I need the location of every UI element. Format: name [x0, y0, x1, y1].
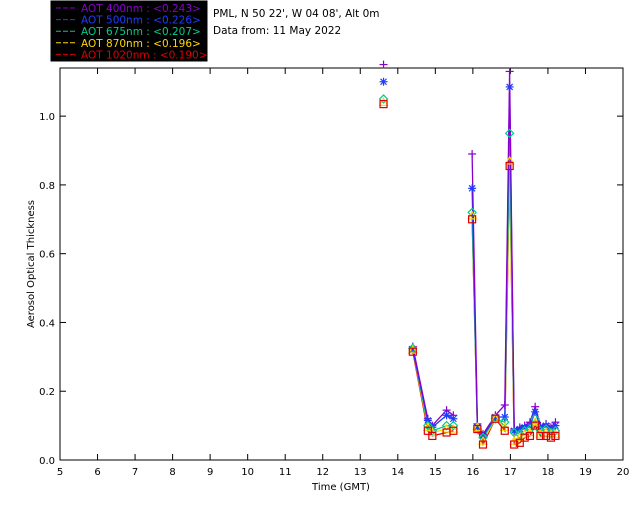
- x-tick-label: 9: [207, 467, 213, 478]
- data-point: [530, 413, 541, 424]
- data-point: [531, 407, 540, 416]
- data-point: [407, 343, 418, 354]
- data-point: [472, 422, 483, 431]
- x-tick-label: 6: [94, 467, 100, 478]
- data-point: [448, 420, 459, 431]
- x-tick-label: 13: [354, 467, 367, 478]
- data-point: [550, 425, 561, 436]
- x-tick-label: 18: [542, 467, 555, 478]
- legend: AOT 400nm : <0.243>AOT 500nm : <0.226>AO…: [50, 0, 208, 62]
- series-line: [412, 133, 556, 439]
- data-point: [505, 67, 514, 76]
- x-tick-label: 10: [241, 467, 254, 478]
- data-point: [423, 426, 432, 435]
- data-point: [468, 215, 477, 224]
- data-point: [428, 431, 437, 441]
- data-point: [504, 155, 515, 165]
- data-point: [378, 94, 389, 104]
- legend-label: AOT 500nm : <0.226>: [81, 15, 201, 27]
- data-point: [491, 414, 500, 423]
- data-point: [500, 400, 509, 409]
- data-point: [541, 431, 551, 441]
- data-point: [510, 440, 519, 449]
- x-tick-label: 11: [279, 467, 292, 478]
- x-tick-label: 12: [316, 467, 329, 478]
- data-point: [499, 417, 510, 428]
- y-tick-label: 0.8: [39, 181, 55, 192]
- data-point: [505, 82, 514, 91]
- data-point: [441, 420, 452, 431]
- data-point: [473, 424, 482, 434]
- x-tick-label: 8: [169, 467, 175, 478]
- x-axis-label: Time (GMT): [311, 482, 370, 493]
- legend-box: [50, 0, 208, 62]
- data-point: [500, 413, 509, 422]
- data-point: [505, 161, 514, 171]
- data-point: [504, 128, 515, 139]
- series-line: [412, 86, 556, 438]
- legend-label: AOT 870nm : <0.196>: [81, 38, 201, 50]
- legend-label: AOT 675nm : <0.207>: [81, 26, 201, 38]
- legend-label: AOT 400nm : <0.243>: [81, 3, 201, 15]
- data-point: [448, 423, 459, 433]
- info-date: Data from: 11 May 2022: [213, 25, 341, 37]
- data-point: [546, 433, 556, 442]
- data-point: [531, 421, 540, 430]
- legend-label: AOT 1020nm : <0.190>: [81, 49, 208, 61]
- x-tick-label: 20: [617, 467, 630, 478]
- series-line: [412, 160, 556, 443]
- data-point: [478, 440, 488, 449]
- y-tick-label: 0.2: [39, 387, 55, 398]
- data-point: [379, 77, 388, 86]
- data-point: [478, 432, 488, 443]
- data-point: [536, 431, 545, 441]
- data-point: [468, 149, 477, 158]
- data-point: [551, 421, 560, 430]
- data-point: [525, 431, 535, 441]
- y-tick-label: 0.0: [39, 456, 55, 467]
- y-tick-label: 1.0: [39, 112, 55, 123]
- data-point: [519, 425, 530, 436]
- data-point: [422, 420, 433, 431]
- data-point: [423, 416, 432, 425]
- data-point: [407, 344, 418, 354]
- x-tick-label: 15: [429, 467, 442, 478]
- x-tick-label: 5: [57, 467, 63, 478]
- plot-frame: [59, 67, 624, 461]
- data-point: [515, 438, 524, 447]
- x-tick-label: 7: [132, 467, 138, 478]
- y-axis-label: Aerosol Optical Thickness: [26, 200, 37, 328]
- x-tick-label: 17: [504, 467, 517, 478]
- data-point: [467, 207, 477, 218]
- x-tick-label: 16: [466, 467, 479, 478]
- data-point: [379, 100, 388, 109]
- data-point: [520, 433, 529, 442]
- data-point: [500, 426, 509, 435]
- y-tick-label: 0.6: [39, 250, 55, 261]
- data-point: [449, 426, 458, 435]
- data-point: [468, 184, 477, 193]
- series-line: [412, 165, 556, 447]
- data-point: [379, 60, 388, 69]
- data-point: [525, 424, 535, 434]
- series-line: [412, 71, 556, 436]
- data-point: [551, 431, 560, 441]
- data-point: [378, 97, 389, 106]
- x-tick-label: 19: [579, 467, 592, 478]
- info-location: PML, N 50 22', W 04 08', Alt 0m: [213, 8, 380, 20]
- y-tick-label: 0.4: [39, 318, 55, 329]
- data-point: [408, 347, 417, 356]
- x-tick-label: 14: [391, 467, 404, 478]
- data-point: [427, 425, 438, 436]
- data-point: [442, 411, 451, 420]
- data-point: [541, 424, 551, 434]
